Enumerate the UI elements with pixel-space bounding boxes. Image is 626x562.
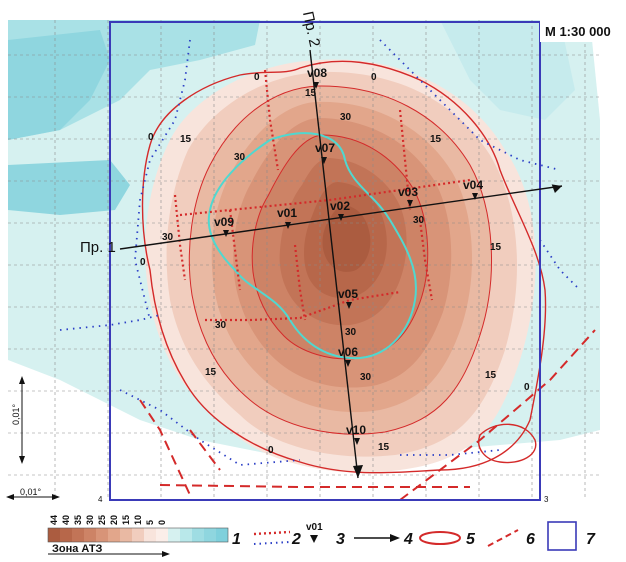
contour-label: 30 <box>234 152 246 163</box>
legend-number-6: 6 <box>526 531 535 548</box>
contour-15 <box>188 85 492 435</box>
station-v02: v02 <box>330 199 350 221</box>
contour-label: 15 <box>430 134 442 145</box>
contour-label: 30 <box>413 215 425 226</box>
station-v06: v06 <box>338 345 358 367</box>
legend-number-1: 1 <box>232 531 241 548</box>
contour-30 <box>251 134 429 360</box>
svg-text:0,01°: 0,01° <box>20 487 42 497</box>
svg-text:v05: v05 <box>338 287 358 301</box>
contour-lines <box>141 60 547 474</box>
contour-label: 30 <box>340 112 352 123</box>
survey-lines-red <box>173 69 471 322</box>
survey-lines-blue <box>59 39 581 466</box>
legend-scale-value: 25 <box>97 515 107 525</box>
survey-area-frame <box>109 21 541 501</box>
legend: 44 40 35 30 25 20 15 10 5 0 Зона АТЗ 1 2… <box>0 503 626 562</box>
svg-text:v08: v08 <box>307 66 327 80</box>
svg-text:v03: v03 <box>398 185 418 199</box>
legend-station-example: v01 <box>306 522 323 533</box>
contour-label: 15 <box>205 367 217 378</box>
svg-text:v04: v04 <box>463 178 483 192</box>
legend-scale-value: 20 <box>109 515 119 525</box>
legend-zone-label: Зона АТЗ <box>52 543 103 555</box>
zone-44 <box>322 204 371 272</box>
station-v04: v04 <box>463 178 483 200</box>
contour-label: 0 <box>254 72 260 83</box>
contour-label: 30 <box>360 372 372 383</box>
atz-zone-outline <box>207 132 417 360</box>
sea-area-3 <box>8 160 130 215</box>
contour-label: 0 <box>148 132 154 143</box>
scale-label: М 1:30 000 <box>545 24 611 39</box>
station-v05: v05 <box>338 287 358 309</box>
legend-scale-value: 15 <box>121 515 131 525</box>
legend-scale-value: 0 <box>157 520 167 525</box>
intensity-zones <box>145 59 536 473</box>
svg-text:v01: v01 <box>277 206 297 220</box>
legend-number-7: 7 <box>586 531 596 548</box>
legend-scale-value: 40 <box>61 515 71 525</box>
profile-1-label: Пр. 1 <box>80 239 116 256</box>
contour-0 <box>141 60 547 474</box>
station-v10: v10 <box>346 423 366 445</box>
sea-area-2 <box>8 30 110 140</box>
contour-label: 0 <box>140 257 146 268</box>
scale-bar-horizontal: 0,01° <box>6 487 60 500</box>
legend-number-5: 5 <box>466 531 476 548</box>
contour-label: 30 <box>215 320 227 331</box>
contour-label: 0 <box>371 72 377 83</box>
contour-label: 30 <box>345 327 357 338</box>
corner-mark-3: 3 <box>544 495 549 504</box>
small-red-ellipse <box>478 423 537 464</box>
station-markers: v01 v02 v03 v04 v05 v06 v07 v08 v09 v10 <box>214 66 483 445</box>
svg-text:0,01°: 0,01° <box>11 403 21 425</box>
legend-number-2: 2 <box>291 531 301 548</box>
contour-label: 15 <box>305 88 317 99</box>
station-v01: v01 <box>277 206 297 229</box>
legend-scale-value: 35 <box>73 515 83 525</box>
legend-scale-value: 5 <box>145 520 155 525</box>
contour-label: 15 <box>180 134 192 145</box>
contour-label: 0 <box>268 445 274 456</box>
contour-label: 0 <box>524 382 530 393</box>
svg-text:v10: v10 <box>346 423 366 437</box>
contour-label-group: 0 0 0 0 0 0 15 15 15 15 15 15 15 30 30 3… <box>140 72 530 456</box>
legend-scale-value: 30 <box>85 515 95 525</box>
legend-number-4: 4 <box>403 531 413 548</box>
station-v09: v09 <box>214 215 234 237</box>
contour-label: 30 <box>162 232 174 243</box>
station-v03: v03 <box>398 185 418 207</box>
svg-text:v02: v02 <box>330 199 350 213</box>
profile-2-line <box>309 49 363 479</box>
svg-text:v09: v09 <box>214 215 234 229</box>
corner-mark-4: 4 <box>98 495 103 504</box>
scale-bar-vertical: 0,01° <box>11 376 25 464</box>
legend-color-scale <box>47 527 229 543</box>
station-v07: v07 <box>315 141 335 164</box>
contour-label: 15 <box>378 442 390 453</box>
fault-lines <box>139 329 596 501</box>
contour-label: 15 <box>490 242 502 253</box>
station-v08: v08 <box>307 66 327 89</box>
legend-scale-value: 10 <box>133 515 143 525</box>
legend-number-3: 3 <box>336 531 345 548</box>
svg-text:v07: v07 <box>315 141 335 155</box>
svg-text:v06: v06 <box>338 345 358 359</box>
contour-label: 15 <box>485 370 497 381</box>
sea-area-4 <box>440 20 575 120</box>
legend-scale-value: 44 <box>49 515 59 525</box>
